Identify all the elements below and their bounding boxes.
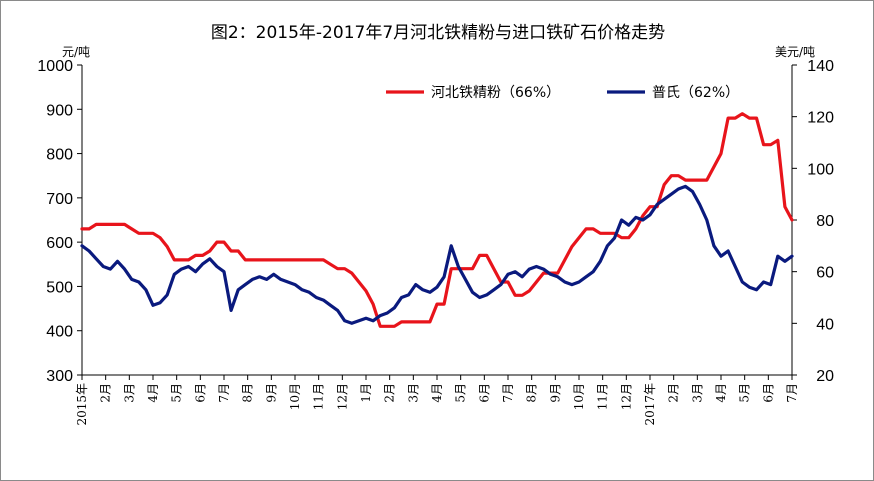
y-right-tick-label: 100 <box>807 161 834 178</box>
x-tick-label: 7月 <box>785 383 799 403</box>
x-tick-label: 7月 <box>217 383 231 403</box>
y-right-tick-label: 140 <box>807 58 834 75</box>
x-tick-label: 7月 <box>501 383 515 403</box>
x-tick-label: 2月 <box>99 383 113 403</box>
y-axis-right-unit: 美元/吨 <box>775 45 815 59</box>
chart-axes: 300 400 500 600 700 800 900 1000 20 40 60 80 100 120 1… <box>37 58 834 426</box>
legend-label: 普氏（62%） <box>652 85 739 101</box>
x-tick-label: 3月 <box>690 383 704 403</box>
x-tick-label: 2017年 <box>643 383 657 426</box>
series-line-platts <box>80 184 794 325</box>
x-tick-label: 9月 <box>264 383 278 403</box>
chart-title: 图2：2015年-2017年7月河北铁精粉与进口铁矿石价格走势 <box>211 23 665 43</box>
x-tick-label: 4月 <box>146 383 160 403</box>
x-tick-label: 10月 <box>288 383 302 410</box>
x-tick-label: 3月 <box>122 383 136 403</box>
y-left-tick-label: 700 <box>46 191 73 208</box>
x-tick-label: 5月 <box>738 383 752 403</box>
legend-label: 河北铁精粉（66%） <box>431 85 560 101</box>
x-tick-label: 2月 <box>667 383 681 403</box>
y-right-tick-label: 80 <box>816 213 834 230</box>
series-line-hebei-concentrate <box>80 112 794 328</box>
x-tick-label: 6月 <box>193 383 207 403</box>
y-left-tick-label: 800 <box>46 147 73 164</box>
x-tick-label: 11月 <box>312 383 326 410</box>
y-right-tick-label: 60 <box>816 265 834 282</box>
x-tick-label: 3月 <box>406 383 420 403</box>
chart-legend: 河北铁精粉（66%） 普氏（62%） <box>386 85 739 101</box>
x-tick-label: 12月 <box>619 383 633 410</box>
y-left-tick-label: 400 <box>46 324 73 341</box>
x-tick-label: 5月 <box>170 383 184 403</box>
x-tick-label: 8月 <box>525 383 539 403</box>
x-tick-label: 9月 <box>548 383 562 403</box>
x-tick-label: 2月 <box>383 383 397 403</box>
x-tick-label: 12月 <box>335 383 349 410</box>
x-tick-label: 6月 <box>761 383 775 403</box>
y-right-tick-label: 120 <box>807 110 834 127</box>
y-left-tick-label: 600 <box>46 235 73 252</box>
y-left-tick-label: 300 <box>46 368 73 385</box>
y-axis-left-unit: 元/吨 <box>62 45 90 59</box>
y-left-tick-label: 1000 <box>37 58 73 75</box>
x-tick-label: 4月 <box>714 383 728 403</box>
y-left-tick-label: 900 <box>46 102 73 119</box>
y-right-tick-label: 20 <box>816 368 834 385</box>
x-tick-label: 10月 <box>572 383 586 410</box>
x-tick-label: 8月 <box>241 383 255 403</box>
x-tick-label: 5月 <box>454 383 468 403</box>
x-tick-label: 6月 <box>477 383 491 403</box>
y-left-tick-label: 500 <box>46 279 73 296</box>
chart-series <box>80 112 794 328</box>
x-tick-label: 11月 <box>596 383 610 410</box>
x-tick-label: 1月 <box>359 383 373 403</box>
x-tick-label: 4月 <box>430 383 444 403</box>
y-right-tick-label: 40 <box>816 316 834 333</box>
x-tick-label: 2015年 <box>75 383 89 426</box>
